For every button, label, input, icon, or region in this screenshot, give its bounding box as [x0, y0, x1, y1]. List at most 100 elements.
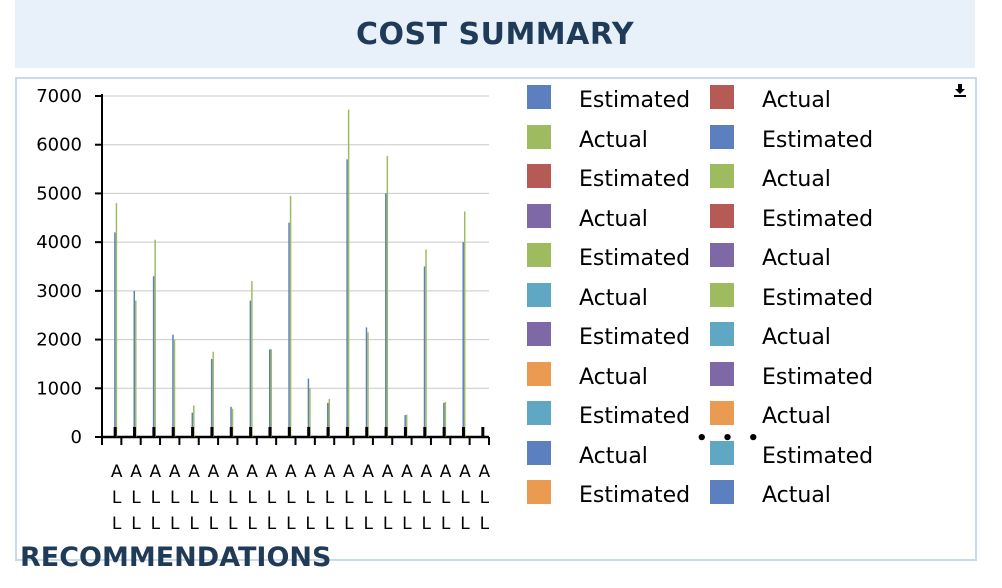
legend-swatch [527, 282, 551, 307]
x-tick-label-char: L [151, 514, 161, 534]
legend-swatch [527, 480, 551, 504]
x-tick-label-char: L [441, 514, 451, 534]
x-tick-label-char: L [170, 514, 180, 534]
legend-item[interactable]: Actual [710, 322, 831, 350]
bar-base-marker [384, 427, 388, 437]
legend-label: Actual [762, 167, 831, 192]
x-tick-label-char: L [286, 488, 296, 508]
legend-swatch [710, 124, 734, 149]
x-tick-label-char: L [460, 514, 470, 534]
x-tick-label-char: A [266, 462, 278, 482]
bar-base-marker [365, 427, 369, 437]
bar-estimated [365, 327, 368, 437]
bar-actual [405, 414, 408, 437]
x-tick-label-char: L [422, 488, 432, 508]
x-tick-label-char: L [112, 488, 122, 508]
bar-actual [251, 281, 253, 437]
legend-item[interactable]: Estimated [710, 361, 874, 390]
legend-item[interactable]: Estimated [527, 322, 690, 350]
bar-actual [231, 408, 234, 437]
legend-swatch [710, 322, 734, 346]
x-tick-label-char: L [170, 488, 180, 508]
legend-label: Actual [579, 285, 648, 311]
legend-item[interactable]: Actual [710, 401, 831, 429]
legend-label: Estimated [762, 206, 874, 232]
bar-estimated [210, 359, 213, 437]
bar-base-marker [113, 427, 117, 437]
x-tick-label-char: L [363, 514, 373, 534]
legend-item[interactable]: Estimated [527, 401, 690, 429]
legend-label: Actual [762, 325, 831, 350]
bar-actual [309, 388, 311, 437]
legend-label: Estimated [762, 127, 874, 153]
x-tick-label-char: L [209, 488, 219, 508]
x-tick-label-char: L [247, 514, 257, 534]
legend-swatch [527, 401, 551, 425]
legend-label: Estimated [762, 364, 874, 390]
x-tick-label-char: A [246, 462, 258, 482]
x-tick-label-char: L [344, 514, 354, 534]
x-tick-label-char: A [343, 462, 355, 482]
bar-actual [328, 399, 331, 437]
legend-label: Actual [762, 404, 831, 429]
x-tick-label-char: L [267, 514, 277, 534]
bar-estimated [443, 402, 445, 437]
download-icon[interactable] [953, 83, 967, 97]
bar-estimated [327, 402, 329, 437]
legend-label: Estimated [579, 404, 691, 429]
bar-estimated [307, 378, 310, 437]
bar-estimated [172, 334, 174, 437]
x-tick-label-char: L [480, 488, 490, 508]
bar-actual [463, 211, 466, 437]
legend-item[interactable]: Estimated [527, 164, 690, 192]
x-tick-label-char: A [362, 462, 374, 482]
y-tick-label: 2000 [36, 330, 82, 351]
legend-item[interactable]: Actual [710, 85, 831, 113]
cost-summary-panel: 0 1000 2000 3000 4000 5000 6000 7000 A L L A L L A L L A L… [15, 77, 977, 561]
x-tick-label-char: L [305, 514, 315, 534]
x-tick-label-char: L [305, 488, 315, 508]
legend-label: Actual [762, 246, 831, 271]
legend-swatch [527, 85, 551, 109]
legend-label: Actual [579, 206, 648, 232]
cost-bar-chart: 01000200030004000500060007000ALLALLALLAL… [36, 86, 491, 534]
legend-item[interactable]: Actual [527, 282, 648, 311]
x-tick-label-char: L [228, 488, 238, 508]
page-header: COST SUMMARY [15, 0, 975, 68]
legend-item[interactable]: Estimated [710, 124, 874, 153]
legend-item[interactable]: Actual [527, 440, 648, 469]
x-tick-label-char: A [479, 462, 491, 482]
x-tick-label-char: L [267, 488, 277, 508]
legend-swatch [527, 322, 551, 346]
legend-item[interactable]: Actual [527, 203, 648, 232]
x-tick-label-char: L [112, 514, 122, 534]
legend-item[interactable]: Estimated [710, 282, 873, 311]
legend-more-icon[interactable]: • • • [696, 428, 764, 449]
x-tick-label-char: A [401, 462, 413, 482]
x-tick-label-char: L [441, 488, 451, 508]
legend-item[interactable]: Estimated [710, 203, 874, 232]
legend-item[interactable]: Estimated [527, 85, 690, 113]
legend-item[interactable]: Actual [527, 361, 648, 390]
bar-base-marker [191, 427, 195, 437]
x-tick-label-char: A [420, 462, 432, 482]
legend-item[interactable]: Actual [710, 243, 831, 271]
y-tick-label: 0 [71, 427, 82, 448]
legend-item[interactable]: Estimated [710, 440, 873, 469]
legend-label: Estimated [579, 325, 691, 350]
y-tick-label: 6000 [36, 135, 82, 156]
legend-item[interactable]: Actual [527, 124, 648, 153]
legend-item[interactable]: Estimated [527, 480, 690, 508]
legend-swatch [710, 401, 734, 425]
bar-actual [193, 405, 195, 437]
legend-item[interactable]: Actual [710, 164, 831, 192]
legend-swatch [710, 361, 734, 386]
x-tick-label-char: L [151, 488, 161, 508]
bar-estimated [346, 159, 348, 437]
legend-swatch [527, 203, 551, 228]
legend-item[interactable]: Estimated [527, 243, 690, 271]
bar-estimated [249, 300, 252, 437]
x-tick-label-char: L [383, 514, 393, 534]
legend-item[interactable]: Actual [710, 480, 831, 508]
bar-base-marker [345, 427, 349, 437]
